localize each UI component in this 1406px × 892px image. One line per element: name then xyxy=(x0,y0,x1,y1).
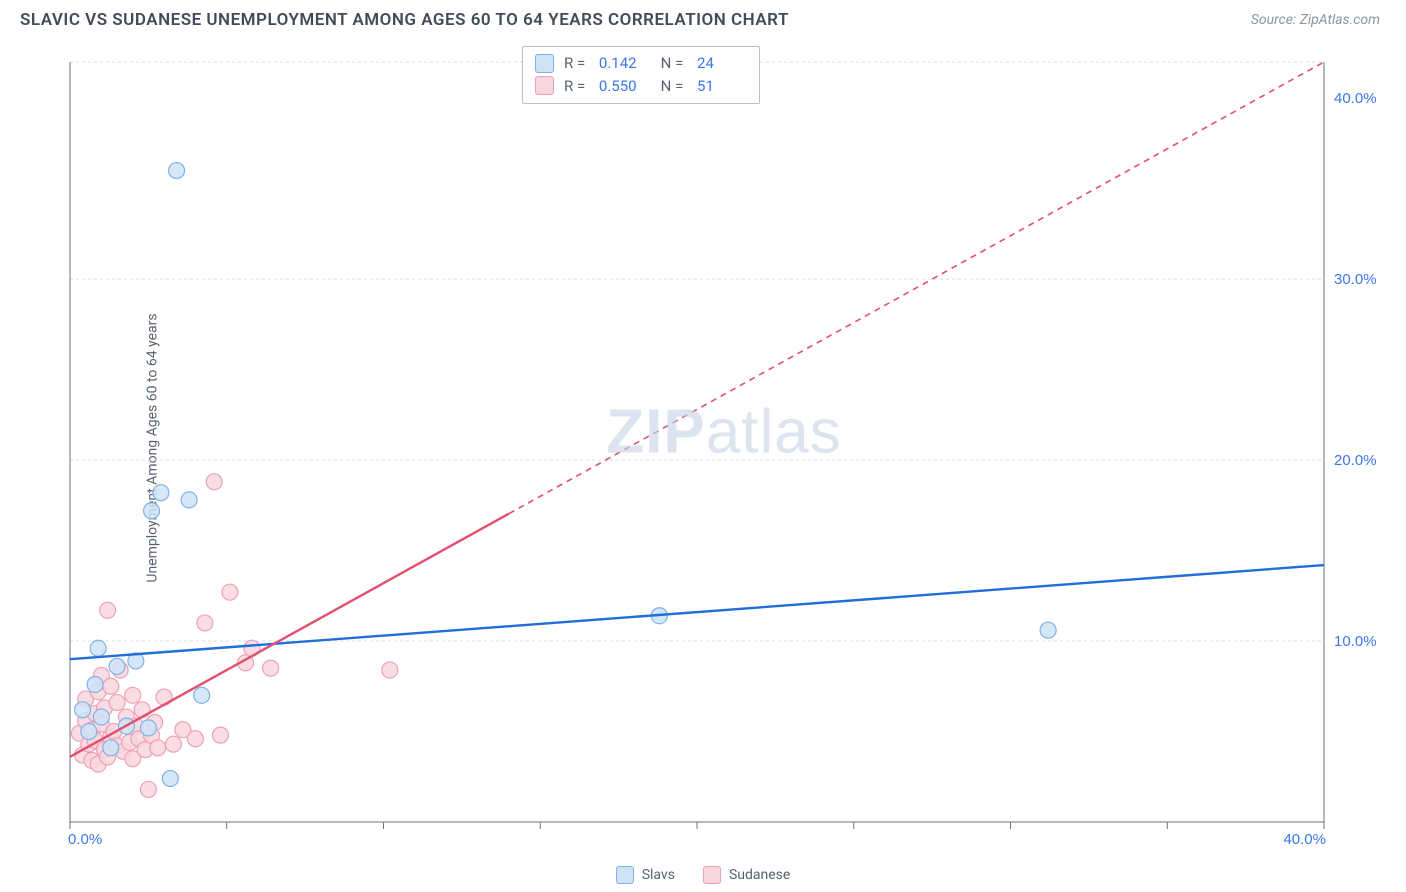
correlation-stats-box: R = 0.142 N = 24R = 0.550 N = 51 xyxy=(522,46,760,104)
legend-item: Slavs xyxy=(616,866,675,884)
data-point xyxy=(169,163,185,179)
data-point xyxy=(90,640,106,656)
header: SLAVIC VS SUDANESE UNEMPLOYMENT AMONG AG… xyxy=(0,0,1406,38)
plot-container: Unemployment Among Ages 60 to 64 years 1… xyxy=(20,44,1386,852)
y-tick-label: 10.0% xyxy=(1334,633,1377,650)
x-min-label: 0.0% xyxy=(68,831,102,848)
n-value: 51 xyxy=(697,75,745,98)
y-tick-label: 30.0% xyxy=(1334,271,1377,288)
data-point xyxy=(382,662,398,678)
chart-svg: 10.0% 20.0% 30.0% 40.0% 0.0% 40.0% xyxy=(62,44,1386,852)
data-point xyxy=(197,615,213,631)
stats-row: R = 0.142 N = 24 xyxy=(535,52,745,75)
legend-label: Sudanese xyxy=(729,867,790,883)
n-value: 24 xyxy=(697,52,745,75)
data-point xyxy=(222,584,238,600)
series-swatch xyxy=(535,76,554,95)
trend-line-extrapolated xyxy=(509,62,1324,514)
legend-swatch xyxy=(703,866,721,884)
data-point xyxy=(162,771,178,787)
data-point xyxy=(165,736,181,752)
data-point xyxy=(140,720,156,736)
data-point xyxy=(103,678,119,694)
data-point xyxy=(100,602,116,618)
stat-label: N = xyxy=(657,75,687,98)
chart-title: SLAVIC VS SUDANESE UNEMPLOYMENT AMONG AG… xyxy=(20,10,789,30)
stat-label: R = xyxy=(564,52,589,75)
data-point xyxy=(75,702,91,718)
data-point xyxy=(150,740,166,756)
r-value: 0.550 xyxy=(599,75,647,98)
data-point xyxy=(125,687,141,703)
data-point xyxy=(263,660,279,676)
data-point xyxy=(194,687,210,703)
series-legend: Slavs Sudanese xyxy=(0,866,1406,884)
data-point xyxy=(103,740,119,756)
scatter-plot: 10.0%20.0%30.0%40.0%0.0%40.0% ZIPatlas R… xyxy=(62,44,1386,852)
stat-label: R = xyxy=(564,75,589,98)
data-point xyxy=(181,492,197,508)
stats-row: R = 0.550 N = 51 xyxy=(535,75,745,98)
data-point xyxy=(81,724,97,740)
trend-line xyxy=(70,514,509,757)
data-point xyxy=(140,781,156,797)
trend-line xyxy=(70,565,1324,659)
data-point xyxy=(187,731,203,747)
data-point xyxy=(93,709,109,725)
data-point xyxy=(153,485,169,501)
series-swatch xyxy=(535,54,554,73)
data-point xyxy=(109,658,125,674)
y-tick-label: 40.0% xyxy=(1334,90,1377,107)
legend-label: Slavs xyxy=(642,867,675,883)
x-max-label: 40.0% xyxy=(1283,831,1326,848)
data-point xyxy=(1040,622,1056,638)
data-point xyxy=(212,727,228,743)
legend-swatch xyxy=(616,866,634,884)
data-point xyxy=(87,676,103,692)
source-attribution: Source: ZipAtlas.com xyxy=(1251,12,1380,28)
stat-label: N = xyxy=(657,52,687,75)
y-tick-label: 20.0% xyxy=(1334,452,1377,469)
data-point xyxy=(134,702,150,718)
data-point xyxy=(109,695,125,711)
legend-item: Sudanese xyxy=(703,866,790,884)
data-point xyxy=(206,474,222,490)
data-point xyxy=(144,503,160,519)
r-value: 0.142 xyxy=(599,52,647,75)
